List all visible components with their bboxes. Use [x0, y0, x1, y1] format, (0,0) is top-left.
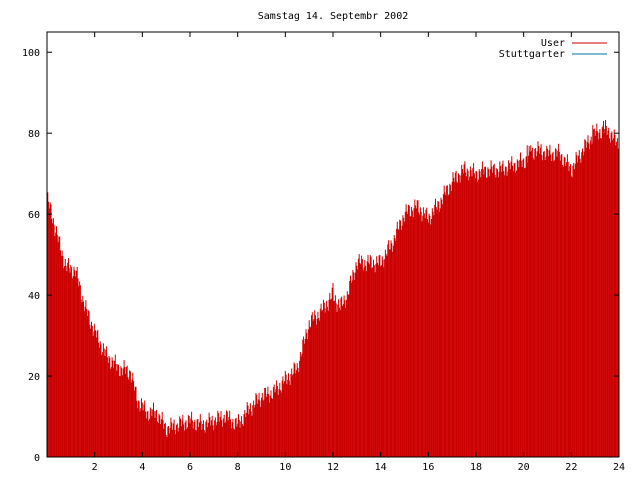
y-tick-label: 80	[28, 129, 40, 140]
x-tick-label: 16	[422, 462, 434, 473]
legend-label-stuttgarter: Stuttgarter	[499, 49, 565, 60]
user-bars	[46, 120, 620, 458]
y-tick-label: 40	[28, 291, 40, 302]
x-tick-label: 18	[470, 462, 482, 473]
x-tick-label: 6	[187, 462, 193, 473]
legend: User Stuttgarter	[499, 38, 607, 60]
x-tick-label: 12	[327, 462, 339, 473]
x-tick-label: 24	[613, 462, 625, 473]
y-tick-label: 0	[34, 453, 40, 464]
x-tick-label: 2	[92, 462, 98, 473]
y-tick-label: 100	[22, 48, 40, 59]
x-tick-label: 20	[518, 462, 530, 473]
y-tick-label: 60	[28, 210, 40, 221]
chart-title: Samstag 14. Septembr 2002	[258, 11, 409, 22]
x-tick-label: 14	[375, 462, 387, 473]
legend-label-user: User	[541, 38, 565, 49]
x-tick-label: 22	[565, 462, 577, 473]
x-tick-label: 8	[235, 462, 241, 473]
x-tick-label: 4	[139, 462, 145, 473]
y-tick-label: 20	[28, 372, 40, 383]
x-tick-label: 10	[279, 462, 291, 473]
